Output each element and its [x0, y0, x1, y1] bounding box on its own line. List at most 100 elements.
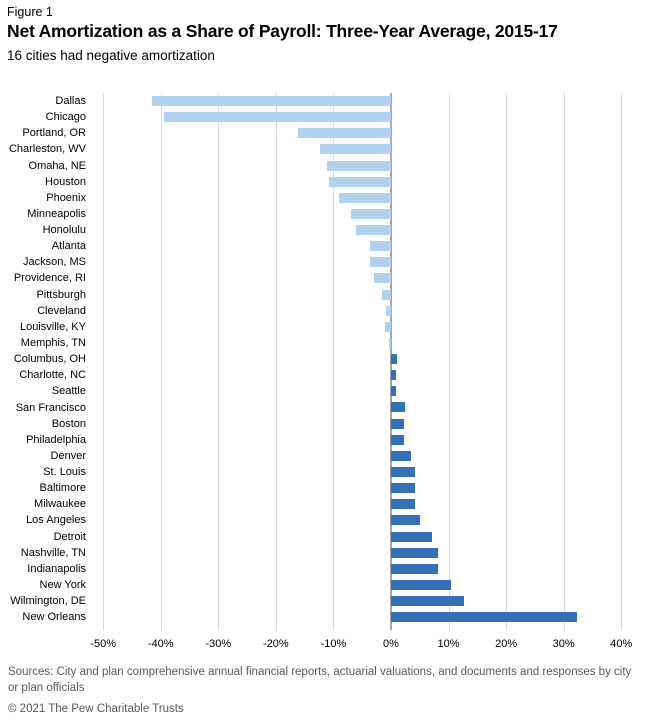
bar [391, 547, 439, 558]
x-axis-tick-label: 20% [495, 638, 518, 650]
category-label: San Francisco [15, 401, 86, 414]
bar-row: Chicago [0, 109, 650, 125]
bar [370, 257, 391, 268]
bar [391, 596, 465, 607]
bar [384, 321, 391, 332]
category-label: Chicago [45, 111, 86, 124]
bar-row: Philadelphia [0, 432, 650, 448]
bar-row: Denver [0, 448, 650, 464]
bar-row: Charleston, WV [0, 141, 650, 157]
bar-row: Columbus, OH [0, 351, 650, 367]
bar [385, 305, 391, 316]
bar-row: New York [0, 577, 650, 593]
bar-row: Louisville, KY [0, 319, 650, 335]
figure-label: Figure 1 [7, 5, 53, 19]
x-axis-tick-label: 0% [383, 638, 399, 650]
category-label: Providence, RI [13, 272, 86, 285]
bar-row: Houston [0, 174, 650, 190]
bar-row: St. Louis [0, 464, 650, 480]
category-label: Detroit [53, 530, 86, 543]
category-label: Charleston, WV [8, 143, 86, 156]
bar-row: Jackson, MS [0, 254, 650, 270]
chart-footer: Sources: City and plan comprehensive ann… [8, 665, 642, 718]
category-label: Louisville, KY [19, 320, 86, 333]
bar-row: Detroit [0, 529, 650, 545]
bar-row: Cleveland [0, 303, 650, 319]
gridline [275, 93, 277, 630]
gridline [563, 93, 565, 630]
bar-row: Minneapolis [0, 206, 650, 222]
bar [382, 289, 391, 300]
bar [369, 241, 391, 252]
gridline [103, 93, 105, 630]
bar [391, 402, 405, 413]
bar-row: Seattle [0, 383, 650, 399]
category-label: Boston [51, 417, 86, 430]
bar [326, 160, 391, 171]
category-label: Dallas [55, 95, 86, 108]
category-label: Indianapolis [27, 562, 86, 575]
bar [164, 112, 391, 123]
bar-row: San Francisco [0, 399, 650, 415]
bar-row: Phoenix [0, 190, 650, 206]
x-axis-tick-label: -40% [147, 638, 174, 650]
bar [373, 273, 391, 284]
bar-chart: -50% -40% -30% -20% -10% 0% 10% 20% 30% 40% Dallas… [0, 93, 650, 653]
gridline [160, 93, 162, 630]
x-axis-tick-label: 10% [437, 638, 460, 650]
category-label: Memphis, TN [20, 337, 86, 349]
x-axis-tick-label: 40% [610, 638, 633, 650]
x-axis-tick-label: -20% [263, 638, 289, 650]
category-label: Houston [45, 175, 86, 188]
category-label: Pittsburgh [36, 288, 86, 301]
bar-row: New Orleans [0, 609, 650, 625]
category-label: New York [39, 578, 86, 591]
bar [388, 337, 391, 348]
bar [151, 96, 391, 106]
sources-note: Sources: City and plan comprehensive ann… [8, 666, 632, 694]
gridline [506, 93, 508, 630]
category-label: Milwaukee [34, 498, 86, 511]
bar [350, 208, 391, 219]
bar [298, 128, 391, 139]
bar-row: Milwaukee [0, 496, 650, 512]
chart-subtitle: 16 cities had negative amortization [7, 48, 215, 63]
bar-row: Pittsburgh [0, 287, 650, 303]
bar-row: Honolulu [0, 222, 650, 238]
bar [391, 531, 433, 542]
category-label: St. Louis [43, 466, 86, 479]
bar-row: Providence, RI [0, 270, 650, 286]
category-label: New Orleans [22, 611, 86, 624]
bar-row: Boston [0, 416, 650, 432]
category-label: Philadelphia [26, 433, 86, 446]
x-axis-tick-label: -50% [90, 638, 117, 650]
category-label: Baltimore [39, 482, 86, 495]
bar [391, 386, 396, 397]
gridline [218, 93, 220, 630]
category-label: Charlotte, NC [19, 369, 86, 382]
bar-row: Memphis, TN [0, 335, 650, 351]
category-label: Minneapolis [27, 207, 86, 220]
category-label: Cleveland [37, 304, 86, 317]
bar [391, 499, 416, 510]
bar [391, 418, 404, 429]
category-label: Columbus, OH [13, 353, 86, 366]
x-axis-tick-label: -30% [205, 638, 232, 650]
chart-title: Net Amortization as a Share of Payroll: … [7, 21, 558, 41]
bar [391, 483, 415, 494]
bar [391, 579, 452, 590]
copyright-note: © 2021 The Pew Charitable Trusts [8, 703, 184, 715]
bar-row: Indianapolis [0, 561, 650, 577]
category-label: Wilmington, DE [10, 595, 86, 608]
bar [320, 144, 391, 155]
category-label: Phoenix [46, 191, 86, 204]
bar [391, 515, 421, 526]
bar-row: Wilmington, DE [0, 593, 650, 609]
bar [391, 450, 412, 461]
bar [329, 176, 391, 187]
category-label: Atlanta [51, 240, 86, 253]
category-label: Jackson, MS [23, 256, 86, 269]
category-label: Seattle [51, 385, 86, 398]
bar-row: Los Angeles [0, 512, 650, 528]
bar [391, 612, 578, 623]
